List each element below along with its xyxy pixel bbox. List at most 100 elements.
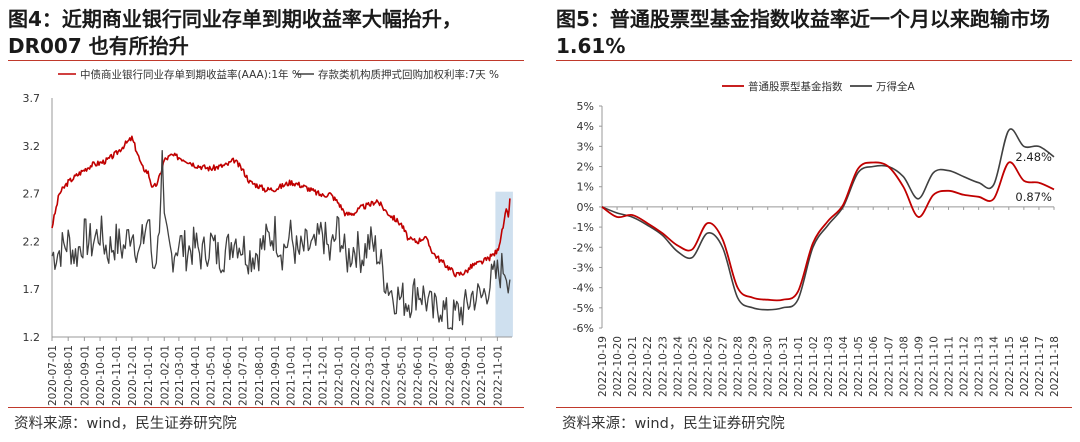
x-tick-label: 2021-04-01 <box>190 345 202 406</box>
legend-label-cd-yield: 中债商业银行同业存单到期收益率(AAA):1年 % <box>80 68 302 81</box>
x-tick-label: 2022-10-28 <box>733 336 745 397</box>
right-panel: 图5：普通股票型基金指数收益率近一个月以来跑输市场 1.61% -6% -5% -4… <box>548 0 1080 442</box>
left-panel: 图4：近期商业银行同业存单到期收益率大幅抬升，DR007 也有所抬升 1.2 1.… <box>0 0 532 442</box>
x-tick-label: 2022-03-01 <box>364 345 376 406</box>
y-tick-label: -6% <box>573 322 594 335</box>
right-source-note: 资料来源：wind，民生证券研究院 <box>562 416 785 432</box>
data-label: 2.48% <box>1015 150 1052 164</box>
right-source-rule <box>556 407 1072 408</box>
x-tick-label: 2022-11-17 <box>1034 336 1046 397</box>
x-tick-label: 2022-11-01 <box>793 336 805 397</box>
x-tick-label: 2022-11-16 <box>1019 336 1031 397</box>
y-tick-label: -4% <box>573 282 594 295</box>
x-tick-label: 2022-10-25 <box>687 336 699 397</box>
legend-label-wind-all-a: 万得全A <box>876 80 915 93</box>
y-tick-label: 3.7 <box>23 92 41 105</box>
x-tick-label: 2022-10-27 <box>718 336 730 397</box>
x-tick-label: 2021-09-01 <box>270 345 282 406</box>
data-label: 0.87% <box>1015 190 1052 204</box>
x-tick-label: 2022-10-31 <box>778 336 790 397</box>
x-tick-label: 2022-11-08 <box>898 336 910 397</box>
x-tick-label: 2020-08-01 <box>63 345 75 406</box>
series-line-equity-fund-index <box>601 161 1055 302</box>
left-source-note: 资料来源：wind，民生证券研究院 <box>14 416 237 432</box>
x-tick-label: 2022-10-30 <box>763 336 775 397</box>
y-tick-label: 0% <box>577 201 594 214</box>
x-tick-label: 2022-10-26 <box>702 336 714 397</box>
y-tick-label: 4% <box>577 120 594 133</box>
x-tick-label: 2022-11-13 <box>974 336 986 397</box>
x-tick-label: 2022-11-01 <box>492 345 504 406</box>
x-tick-label: 2020-10-01 <box>95 345 107 406</box>
x-tick-label: 2022-11-15 <box>1004 336 1016 397</box>
x-tick-label: 2021-11-01 <box>302 345 314 406</box>
x-tick-label: 2022-10-19 <box>597 336 609 397</box>
y-tick-label: -5% <box>573 302 594 315</box>
x-tick-label: 2022-11-02 <box>808 336 820 397</box>
x-tick-label: 2022-10-21 <box>627 336 639 397</box>
right-line-chart: -6% -5% -4% -3% -2% -1% 0% 1% 2% 3% 4% 5% 2022-10-19… <box>573 80 1061 397</box>
y-tick-label: 2% <box>577 161 594 174</box>
x-tick-label: 2022-07-01 <box>428 345 440 406</box>
x-tick-label: 2022-11-18 <box>1049 336 1061 397</box>
x-tick-label: 2021-03-01 <box>174 345 186 406</box>
right-title-rule <box>556 60 1072 61</box>
x-tick-label: 2022-11-14 <box>989 336 1001 397</box>
series-line-cd-yield <box>51 135 511 278</box>
x-tick-label: 2022-08-01 <box>444 345 456 406</box>
x-tick-label: 2021-12-01 <box>317 345 329 406</box>
y-tick-label: 3.2 <box>23 140 41 153</box>
left-line-chart: 1.2 1.7 2.2 2.7 3.2 3.7 2020-07-01 2020-08-01 20… <box>23 68 513 406</box>
x-tick-label: 2022-10-24 <box>672 336 684 397</box>
x-tick-label: 2021-07-01 <box>238 345 250 406</box>
x-tick-label: 2022-10-01 <box>476 345 488 406</box>
x-tick-label: 2022-10-20 <box>612 336 624 397</box>
y-tick-label: 5% <box>577 100 594 113</box>
x-tick-label: 2022-05-01 <box>396 345 408 406</box>
x-tick-label: 2022-11-11 <box>944 336 956 397</box>
x-tick-label: 2022-11-05 <box>853 336 865 397</box>
highlight-band <box>495 191 513 337</box>
x-tick-label: 2022-11-04 <box>838 336 850 397</box>
x-tick-label: 2022-04-01 <box>381 345 393 406</box>
x-tick-label: 2021-05-01 <box>206 345 218 406</box>
left-source-rule <box>8 407 524 408</box>
y-tick-label: 3% <box>577 140 594 153</box>
y-tick-label: 1.7 <box>23 283 41 296</box>
legend-label-equity-fund-index: 普通股票型基金指数 <box>748 80 843 93</box>
y-tick-label: -2% <box>573 241 594 254</box>
series-line-wind-all-a <box>601 128 1055 311</box>
left-title-rule <box>8 60 524 61</box>
y-tick-label: 1.2 <box>23 331 41 344</box>
x-tick-label: 2022-10-29 <box>748 336 760 397</box>
x-tick-label: 2022-01-01 <box>334 345 346 406</box>
x-tick-label: 2020-07-01 <box>47 345 59 406</box>
x-tick-label: 2022-11-10 <box>928 336 940 397</box>
x-tick-label: 2022-10-23 <box>657 336 669 397</box>
x-tick-label: 2022-11-07 <box>883 336 895 397</box>
x-tick-label: 2022-11-09 <box>913 336 925 397</box>
x-tick-label: 2022-06-01 <box>412 345 424 406</box>
x-tick-label: 2021-10-01 <box>286 345 298 406</box>
x-tick-label: 2020-09-01 <box>79 345 91 406</box>
right-chart-title: 图5：普通股票型基金指数收益率近一个月以来跑输市场 1.61% <box>556 7 1050 58</box>
y-tick-label: 1% <box>577 181 594 194</box>
series-line-dr007 <box>51 149 511 331</box>
x-tick-label: 2020-12-01 <box>127 345 139 406</box>
x-tick-label: 2022-02-01 <box>350 345 362 406</box>
y-tick-label: 2.7 <box>23 188 41 201</box>
x-tick-label: 2021-01-01 <box>143 345 155 406</box>
x-tick-label: 2021-02-01 <box>159 345 171 406</box>
x-tick-label: 2022-11-03 <box>823 336 835 397</box>
y-tick-label: -3% <box>573 261 594 274</box>
x-tick-label: 2022-11-06 <box>868 336 880 397</box>
x-tick-label: 2022-09-01 <box>461 345 473 406</box>
x-tick-label: 2020-11-01 <box>111 345 123 406</box>
y-tick-label: -1% <box>573 221 594 234</box>
legend-label-dr007: 存款类机构质押式回购加权利率:7天 % <box>318 68 499 81</box>
x-tick-label: 2022-10-22 <box>642 336 654 397</box>
y-tick-label: 2.2 <box>23 235 41 248</box>
x-tick-label: 2022-11-12 <box>959 336 971 397</box>
x-tick-label: 2021-08-01 <box>254 345 266 406</box>
x-tick-label: 2021-06-01 <box>222 345 234 406</box>
